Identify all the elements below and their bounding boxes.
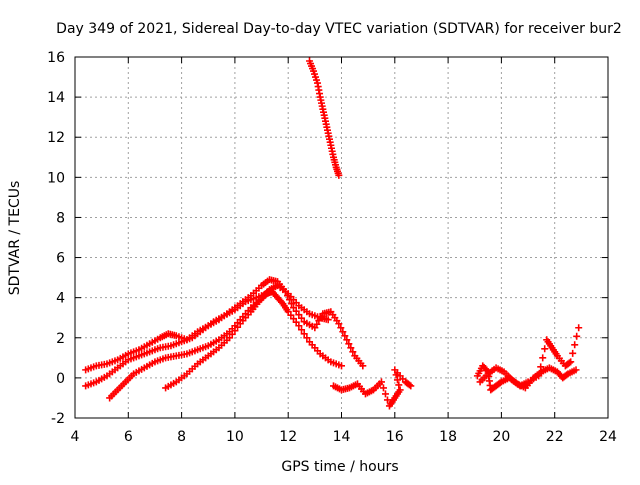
data-point (393, 376, 401, 384)
data-point (341, 332, 349, 340)
data-point (571, 341, 579, 349)
data-point (569, 349, 577, 357)
data-point (288, 300, 296, 308)
data-point (567, 358, 575, 366)
data-point (395, 381, 403, 389)
y-tick-label: 2 (56, 331, 65, 347)
data-point (300, 330, 308, 338)
data-point (298, 314, 306, 322)
data-point (295, 311, 303, 319)
data-point (278, 298, 286, 306)
data-point (565, 359, 573, 367)
data-point (234, 323, 242, 331)
data-point (359, 362, 367, 370)
gridlines (75, 57, 608, 418)
data-point (377, 378, 385, 386)
y-tick-label: 6 (56, 251, 65, 267)
data-point (287, 311, 295, 319)
data-point (231, 327, 239, 335)
x-tick-label: 4 (71, 429, 80, 445)
data-point (347, 344, 355, 352)
y-tick-label: 0 (56, 371, 65, 387)
series-track-c (106, 282, 332, 402)
y-tick-label: 12 (47, 130, 65, 146)
data-points (82, 57, 583, 410)
y-tick-label: 10 (47, 170, 65, 186)
data-point (303, 334, 311, 342)
x-tick-label: 22 (546, 429, 564, 445)
data-point (290, 304, 298, 312)
plot-frame (74, 56, 609, 419)
data-point (335, 320, 343, 328)
data-point (284, 308, 292, 316)
data-point (396, 386, 404, 394)
data-point (313, 320, 321, 328)
x-tick-label: 16 (386, 429, 404, 445)
y-tick-label: -2 (51, 411, 65, 427)
data-point (338, 362, 345, 370)
data-point (298, 326, 306, 334)
x-tick-label: 20 (492, 429, 510, 445)
data-point (535, 372, 543, 380)
series-track-d (162, 290, 271, 392)
x-axis-label: GPS time / hours (281, 459, 398, 475)
y-tick-label: 4 (56, 291, 65, 307)
y-axis-label: SDTVAR / TECUs (7, 181, 23, 296)
data-point (573, 332, 581, 340)
series-track-b (82, 276, 367, 374)
data-point (337, 324, 345, 332)
data-point (343, 336, 351, 344)
series-track-e (306, 57, 343, 179)
data-point (407, 382, 415, 390)
data-point (379, 384, 387, 392)
data-point (335, 171, 343, 179)
x-tick-label: 6 (124, 429, 133, 445)
data-point (324, 316, 332, 324)
data-point (572, 366, 580, 374)
data-point (575, 324, 583, 332)
y-tick-label: 14 (47, 90, 65, 106)
x-tick-label: 12 (279, 429, 297, 445)
data-point (349, 348, 357, 356)
data-point (295, 322, 303, 330)
data-point (311, 324, 319, 332)
series-track-f (330, 366, 415, 410)
y-tick-label: 16 (47, 50, 65, 66)
data-point (339, 328, 347, 336)
data-point (383, 396, 391, 404)
data-point (228, 330, 236, 338)
data-point (263, 290, 271, 298)
x-tick-label: 8 (177, 429, 186, 445)
data-point (405, 381, 413, 389)
x-tick-label: 14 (333, 429, 351, 445)
series-track-h (476, 324, 583, 390)
x-tick-label: 24 (599, 429, 617, 445)
data-point (292, 307, 300, 315)
data-point (381, 390, 389, 398)
data-point (537, 363, 545, 371)
series-track-a (82, 288, 345, 390)
data-point (345, 340, 353, 348)
data-point (541, 345, 549, 353)
data-point (539, 354, 547, 362)
data-point (226, 334, 234, 342)
data-point (292, 318, 300, 326)
x-tick-label: 10 (226, 429, 244, 445)
data-point (290, 315, 298, 323)
chart-title: Day 349 of 2021, Sidereal Day-to-day VTE… (56, 21, 622, 37)
y-tick-label: 8 (56, 210, 65, 226)
x-tick-label: 18 (439, 429, 457, 445)
